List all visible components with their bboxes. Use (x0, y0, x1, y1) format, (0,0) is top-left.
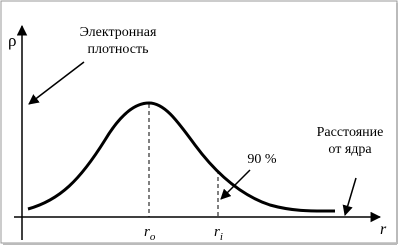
distance-arrow (342, 177, 357, 217)
x-axis-label: r (380, 221, 387, 238)
ri-sub: i (220, 231, 223, 243)
distance-label: Расстояние (317, 125, 384, 140)
ri-label: ri (214, 224, 223, 243)
density-curve (27, 101, 336, 213)
percent-arrow (220, 169, 251, 200)
ro-base: r (144, 224, 150, 240)
percent-label: 90 % (247, 152, 277, 167)
density-label: Электронная (80, 25, 157, 40)
density-label: плотность (88, 42, 149, 57)
density-arrow (28, 61, 85, 105)
ro-sub: o (150, 231, 156, 243)
ro-label: ro (144, 224, 156, 243)
ri-base: r (214, 224, 220, 240)
distance-label: от ядра (328, 142, 372, 157)
y-axis-label: ρ (8, 31, 16, 50)
